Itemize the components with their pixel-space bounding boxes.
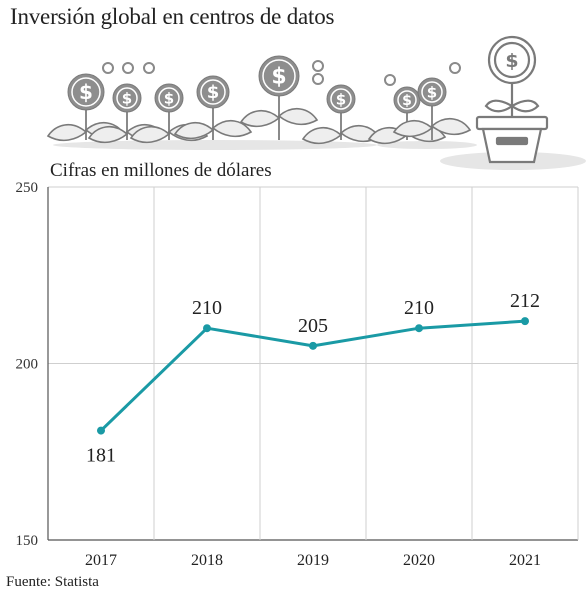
x-tick-label: 2018	[191, 552, 223, 569]
x-tick-label: 2020	[403, 552, 435, 569]
data-point	[309, 341, 317, 350]
dollar-coin-plant-icon: $	[392, 77, 472, 140]
data-point	[97, 426, 105, 435]
data-point	[203, 324, 211, 333]
x-tick-label: 2021	[509, 552, 541, 569]
y-tick-label: 250	[16, 180, 39, 196]
data-label: 210	[192, 297, 222, 319]
data-label: 210	[404, 297, 434, 319]
source-note: Fuente: Statista	[6, 574, 99, 590]
series-line	[99, 319, 526, 432]
data-point	[521, 317, 529, 326]
svg-text:$: $	[122, 89, 132, 107]
data-label: 212	[510, 290, 540, 312]
svg-text:$: $	[164, 89, 174, 107]
svg-text:$: $	[207, 82, 220, 103]
svg-text:$: $	[79, 80, 93, 104]
x-tick-label: 2019	[297, 552, 329, 569]
y-tick-label: 200	[16, 357, 39, 373]
data-label: 181	[86, 445, 116, 467]
plant-group: $ $ $ $ $ $ $ $	[46, 55, 472, 145]
plant-pot-icon	[475, 35, 549, 164]
data-label: 205	[298, 315, 328, 337]
svg-text:$: $	[427, 83, 437, 101]
svg-text:$: $	[505, 50, 518, 72]
svg-text:$: $	[336, 90, 346, 108]
chart-title: Inversión global en centros de datos	[10, 4, 335, 29]
dollar-coin-plant-icon: $	[173, 75, 253, 140]
data-point	[415, 324, 423, 333]
svg-text:$: $	[271, 65, 286, 90]
chart-subtitle: Cifras en millones de dólares	[50, 160, 272, 181]
svg-text:$: $	[402, 93, 412, 109]
money-plants-illustration: $ $ $ $ $ $ $ $ $	[46, 35, 586, 170]
x-tick-label: 2017	[85, 552, 117, 569]
y-tick-label: 150	[16, 533, 39, 549]
dollar-coin-plant-icon: $	[239, 55, 319, 140]
